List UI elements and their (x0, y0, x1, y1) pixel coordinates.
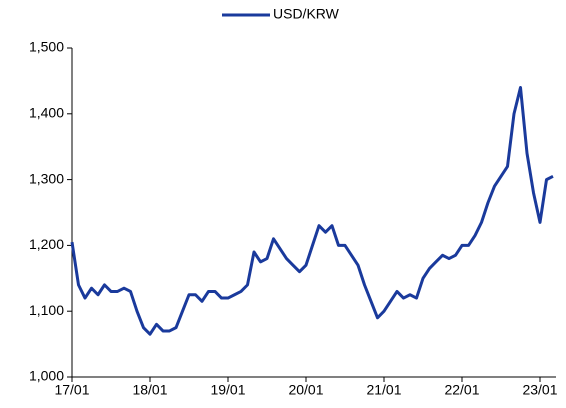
y-tick-label: 1,400 (29, 105, 64, 121)
x-tick-label: 21/01 (366, 382, 401, 398)
x-tick-label: 19/01 (210, 382, 245, 398)
x-tick-label: 18/01 (132, 382, 167, 398)
x-tick-label: 23/01 (522, 382, 557, 398)
x-tick-label: 20/01 (288, 382, 323, 398)
y-tick-label: 1,500 (29, 39, 64, 55)
y-tick-label: 1,100 (29, 302, 64, 318)
legend-label: USD/KRW (273, 6, 340, 22)
y-tick-label: 1,000 (29, 368, 64, 384)
x-tick-label: 22/01 (444, 382, 479, 398)
line-series (70, 85, 554, 336)
y-tick-label: 1,200 (29, 236, 64, 252)
y-tick-label: 1,300 (29, 170, 64, 186)
x-tick-label: 17/01 (54, 382, 89, 398)
